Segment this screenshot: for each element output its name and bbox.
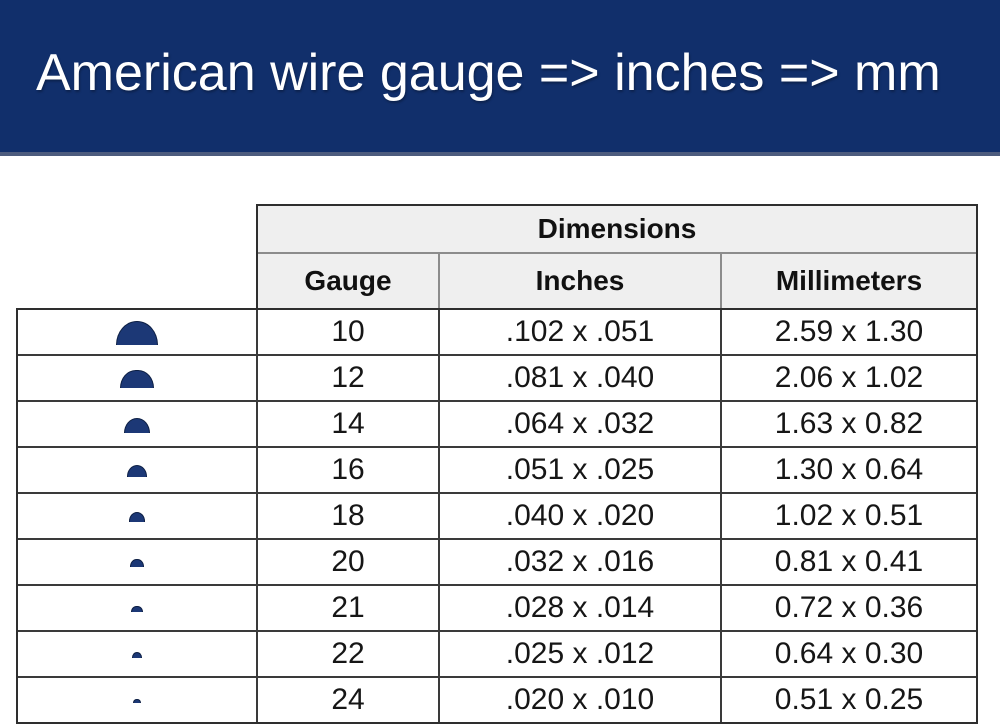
millimeters-cell: 2.59 x 1.30 [722,310,976,354]
inches-cell: .032 x .016 [440,540,720,584]
wire-cross-section-icon [126,465,148,477]
wire-shape-cell [18,356,256,400]
gauge-cell: 12 [258,356,438,400]
millimeters-cell: 1.30 x 0.64 [722,448,976,492]
wire-cross-section-icon [128,512,146,522]
wire-shape-cell [18,494,256,538]
column-header-gauge: Gauge [258,254,438,308]
page-title: American wire gauge => inches => mm [36,44,941,102]
inches-cell: .020 x .010 [440,678,720,722]
gauge-cell: 24 [258,678,438,722]
wire-cross-section-icon [131,652,143,658]
wire-shape-cell [18,586,256,630]
column-header-inches: Inches [440,254,720,308]
gauge-cell: 14 [258,402,438,446]
wire-shape-cell [18,678,256,722]
inches-cell: .025 x .012 [440,632,720,676]
millimeters-cell: 2.06 x 1.02 [722,356,976,400]
wire-shape-cell [18,448,256,492]
gauge-cell: 21 [258,586,438,630]
millimeters-cell: 1.63 x 0.82 [722,402,976,446]
wire-shape-cell [18,310,256,354]
inches-cell: .028 x .014 [440,586,720,630]
gauge-cell: 18 [258,494,438,538]
gauge-cell: 20 [258,540,438,584]
title-banner: American wire gauge => inches => mm [0,0,1000,156]
inches-cell: .040 x .020 [440,494,720,538]
gauge-cell: 16 [258,448,438,492]
inches-cell: .081 x .040 [440,356,720,400]
wire-cross-section-icon [132,698,142,704]
millimeters-cell: 0.72 x 0.36 [722,586,976,630]
gauge-cell: 10 [258,310,438,354]
wire-shape-cell [18,402,256,446]
millimeters-cell: 0.81 x 0.41 [722,540,976,584]
inches-cell: .064 x .032 [440,402,720,446]
wire-cross-section-icon [131,605,143,613]
wire-cross-section-icon [130,559,144,567]
inches-cell: .102 x .051 [440,310,720,354]
wire-shape-cell [18,632,256,676]
table-rows: 10 .102 x .051 2.59 x 1.30 12 .081 x .04… [16,308,978,724]
wire-cross-section-icon [123,417,151,433]
wire-cross-section-icon [116,321,158,345]
millimeters-cell: 0.51 x 0.25 [722,678,976,722]
millimeters-cell: 0.64 x 0.30 [722,632,976,676]
column-header-millimeters: Millimeters [722,254,976,308]
wire-cross-section-icon [120,369,154,389]
wire-shape-cell [18,540,256,584]
millimeters-cell: 1.02 x 0.51 [722,494,976,538]
table-header: Dimensions Gauge Inches Millimeters [256,204,978,308]
inches-cell: .051 x .025 [440,448,720,492]
gauge-cell: 22 [258,632,438,676]
table-group-header: Dimensions [258,206,976,252]
